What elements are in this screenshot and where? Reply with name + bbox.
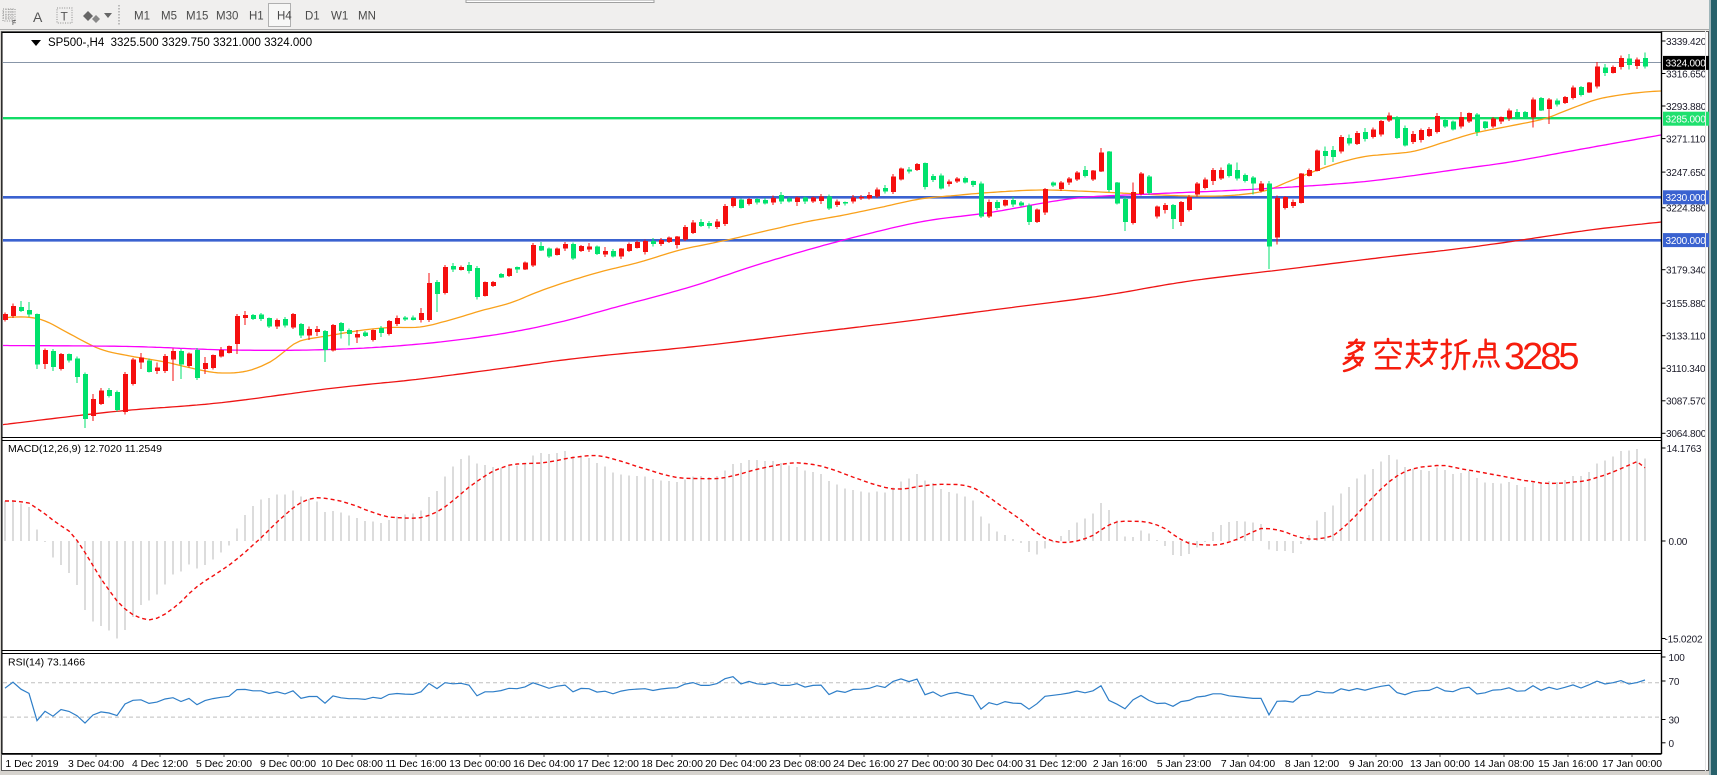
svg-text:3200.000: 3200.000 [1666, 236, 1707, 247]
svg-text:M5: M5 [161, 11, 177, 23]
svg-text:T: T [61, 10, 69, 24]
svg-text:17 Dec 12:00: 17 Dec 12:00 [577, 759, 639, 770]
svg-text:5 Dec 20:00: 5 Dec 20:00 [196, 759, 252, 770]
svg-text:16 Dec 04:00: 16 Dec 04:00 [513, 759, 575, 770]
svg-text:A: A [33, 9, 43, 25]
svg-text:2 Jan 16:00: 2 Jan 16:00 [1093, 759, 1148, 770]
svg-text:18 Dec 20:00: 18 Dec 20:00 [641, 759, 703, 770]
svg-text:RSI(14) 73.1466: RSI(14) 73.1466 [8, 657, 85, 669]
svg-text:4 Dec 12:00: 4 Dec 12:00 [132, 759, 188, 770]
svg-text:30: 30 [1669, 716, 1680, 727]
svg-text:13 Dec 00:00: 13 Dec 00:00 [449, 759, 511, 770]
svg-text:23 Dec 08:00: 23 Dec 08:00 [769, 759, 831, 770]
svg-text:3285: 3285 [1504, 336, 1578, 378]
svg-text:M1: M1 [134, 11, 150, 23]
svg-text:20 Dec 04:00: 20 Dec 04:00 [705, 759, 767, 770]
svg-text:W1: W1 [331, 11, 348, 23]
svg-text:F: F [12, 20, 16, 27]
svg-text:M15: M15 [186, 11, 208, 23]
svg-text:3247.650: 3247.650 [1666, 168, 1707, 179]
svg-text:9 Dec 00:00: 9 Dec 00:00 [260, 759, 316, 770]
svg-text:14.1763: 14.1763 [1667, 444, 1702, 455]
svg-text:3293.880: 3293.880 [1666, 102, 1707, 113]
svg-text:3316.650: 3316.650 [1666, 69, 1707, 80]
svg-text:100: 100 [1669, 653, 1686, 664]
svg-text:-15.0202: -15.0202 [1665, 635, 1704, 646]
svg-text:24 Dec 16:00: 24 Dec 16:00 [833, 759, 895, 770]
svg-text:13 Jan 00:00: 13 Jan 00:00 [1410, 759, 1470, 770]
svg-text:9 Jan 20:00: 9 Jan 20:00 [1349, 759, 1404, 770]
svg-text:3087.570: 3087.570 [1666, 397, 1707, 408]
svg-text:27 Dec 00:00: 27 Dec 00:00 [897, 759, 959, 770]
svg-text:H1: H1 [249, 11, 264, 23]
svg-text:14 Jan 08:00: 14 Jan 08:00 [1474, 759, 1534, 770]
svg-text:30 Dec 04:00: 30 Dec 04:00 [961, 759, 1023, 770]
svg-text:MACD(12,26,9) 12.7020 11.2549: MACD(12,26,9) 12.7020 11.2549 [8, 443, 162, 455]
svg-text:11 Dec 16:00: 11 Dec 16:00 [385, 759, 446, 770]
svg-text:70: 70 [1669, 677, 1680, 688]
svg-text:3271.110: 3271.110 [1666, 134, 1706, 145]
svg-text:3339.420: 3339.420 [1666, 37, 1707, 48]
svg-text:3064.800: 3064.800 [1666, 429, 1707, 440]
svg-text:3285.000: 3285.000 [1666, 115, 1707, 126]
svg-text:0: 0 [1669, 739, 1675, 750]
svg-text:17 Jan 00:00: 17 Jan 00:00 [1602, 759, 1662, 770]
svg-text:5 Jan 23:00: 5 Jan 23:00 [1157, 759, 1212, 770]
svg-text:H4: H4 [277, 11, 292, 23]
svg-text:M30: M30 [216, 11, 238, 23]
svg-text:MN: MN [358, 11, 376, 23]
svg-text:3155.880: 3155.880 [1666, 299, 1707, 310]
svg-text:8 Jan 12:00: 8 Jan 12:00 [1285, 759, 1340, 770]
svg-text:15 Jan 16:00: 15 Jan 16:00 [1538, 759, 1598, 770]
svg-text:0.00: 0.00 [1669, 537, 1688, 548]
svg-text:3324.000: 3324.000 [1666, 59, 1707, 70]
svg-text:3230.000: 3230.000 [1666, 193, 1707, 204]
svg-text:10 Dec 08:00: 10 Dec 08:00 [321, 759, 383, 770]
svg-text:3110.340: 3110.340 [1666, 364, 1706, 375]
svg-text:31 Dec 12:00: 31 Dec 12:00 [1025, 759, 1087, 770]
svg-text:D1: D1 [305, 11, 320, 23]
svg-text:7 Jan 04:00: 7 Jan 04:00 [1221, 759, 1276, 770]
svg-text:3179.340: 3179.340 [1666, 266, 1707, 277]
svg-text:1 Dec 2019: 1 Dec 2019 [5, 759, 58, 770]
svg-text:3133.110: 3133.110 [1666, 332, 1706, 343]
svg-text:3224.880: 3224.880 [1666, 204, 1707, 215]
svg-text:3 Dec 04:00: 3 Dec 04:00 [68, 759, 124, 770]
svg-text:SP500-,H4 3325.500 3329.750 3: SP500-,H4 3325.500 3329.750 3321.000 332… [48, 37, 312, 49]
